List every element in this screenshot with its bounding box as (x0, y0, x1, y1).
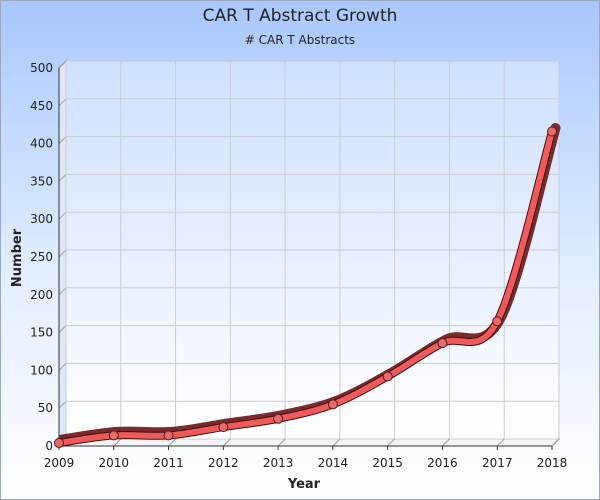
data-point-2018 (547, 126, 557, 137)
data-point-2015 (382, 371, 393, 382)
x-gridline-depth (222, 438, 231, 447)
y-tick-label: 50 (38, 401, 53, 415)
x-tick-label: 2018 (537, 456, 568, 470)
x-gridline-depth (277, 438, 286, 447)
y-tick-label: 150 (30, 326, 53, 340)
data-point-2009 (54, 437, 64, 448)
y-gridline-depth (58, 174, 67, 182)
x-gridline-depth (551, 438, 560, 447)
y-gridline-depth (58, 400, 67, 409)
data-point-2011 (163, 430, 174, 441)
x-tick-label: 2016 (427, 456, 458, 470)
x-tick-label: 2012 (208, 456, 239, 470)
y-tick-label: 500 (30, 61, 53, 75)
data-point-2010 (108, 430, 119, 441)
plot-floor (57, 438, 561, 447)
chart-subtitle: # CAR T Abstracts (244, 33, 356, 47)
x-tick-label: 2011 (153, 456, 184, 470)
y-tick-label: 100 (30, 363, 53, 377)
x-tick-label: 2015 (372, 456, 403, 470)
y-gridline-depth (58, 325, 67, 333)
x-gridline-depth (113, 438, 122, 447)
x-gridline-depth (332, 438, 341, 447)
x-tick-label: 2017 (482, 456, 513, 470)
y-axis-title: Number (10, 228, 25, 287)
data-point-2014 (327, 399, 338, 410)
data-point-2016 (437, 338, 448, 349)
x-tick-label: 2013 (263, 456, 294, 470)
y-tick-label: 300 (30, 212, 53, 226)
y-tick-label: 200 (30, 288, 53, 302)
x-gridline-depth (496, 438, 505, 447)
data-point-2013 (273, 413, 284, 424)
y-gridline-depth (58, 98, 67, 107)
y-gridline-depth (58, 136, 67, 144)
y-tick-label: 400 (30, 137, 53, 151)
x-gridline-depth (387, 438, 396, 447)
x-tick-label: 2009 (44, 456, 75, 470)
x-axis-title: Year (287, 477, 321, 492)
y-tick-label: 350 (30, 174, 53, 188)
y-tick-label: 450 (30, 99, 53, 113)
x-tick-label: 2010 (99, 456, 130, 470)
chart-title: CAR T Abstract Growth (202, 6, 398, 26)
y-gridline-depth (58, 249, 67, 258)
data-point-2012 (218, 422, 229, 433)
y-gridline-depth (58, 363, 67, 371)
y-gridline-depth (58, 287, 67, 296)
y-gridline-depth (58, 211, 67, 220)
x-gridline-depth (442, 438, 450, 447)
x-tick-label: 2014 (318, 456, 349, 470)
y-tick-label: 0 (45, 439, 53, 453)
x-gridline-depth (168, 438, 176, 447)
data-point-2017 (492, 316, 503, 327)
y-tick-label: 250 (30, 250, 53, 264)
y-gridline-depth (58, 60, 67, 69)
